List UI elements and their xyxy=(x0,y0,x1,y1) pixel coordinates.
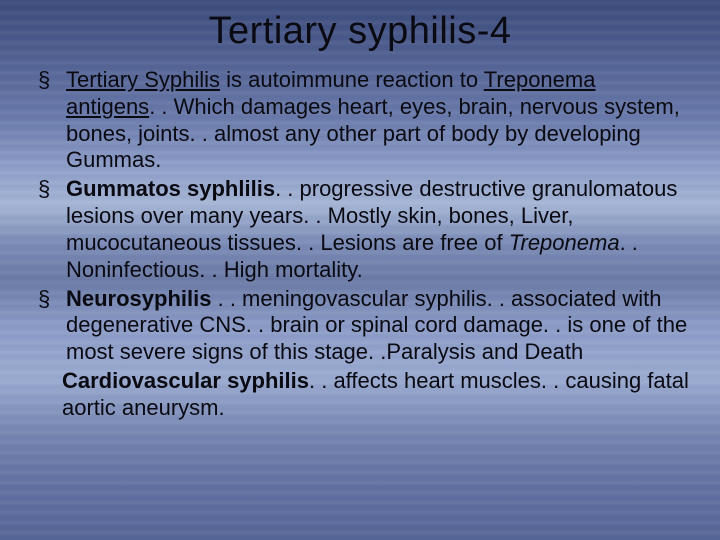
bullet-item: Gummatos syphlilis. . progressive destru… xyxy=(38,176,690,283)
text-run: . xyxy=(155,147,161,172)
text-run: Treponema xyxy=(509,230,620,255)
bullet-item: Neurosyphilis . . meningovascular syphil… xyxy=(38,286,690,366)
text-run: Neurosyphilis xyxy=(66,286,211,311)
slide-title: Tertiary syphilis-4 xyxy=(30,10,690,53)
bullet-item: Tertiary Syphilis is autoimmune reaction… xyxy=(38,67,690,174)
text-run: Gummatos syphlilis xyxy=(66,176,275,201)
text-run: Gummas xyxy=(66,147,155,172)
text-run: . . Which damages heart, eyes, brain, ne… xyxy=(66,94,680,146)
text-run: Cardiovascular syphilis xyxy=(62,368,309,393)
slide: Tertiary syphilis-4 Tertiary Syphilis is… xyxy=(0,0,720,540)
text-run: is autoimmune reaction to xyxy=(220,67,484,92)
continuation-line: Cardiovascular syphilis. . affects heart… xyxy=(30,368,690,422)
bullet-list: Tertiary Syphilis is autoimmune reaction… xyxy=(30,67,690,366)
text-run: Tertiary Syphilis xyxy=(66,67,220,92)
